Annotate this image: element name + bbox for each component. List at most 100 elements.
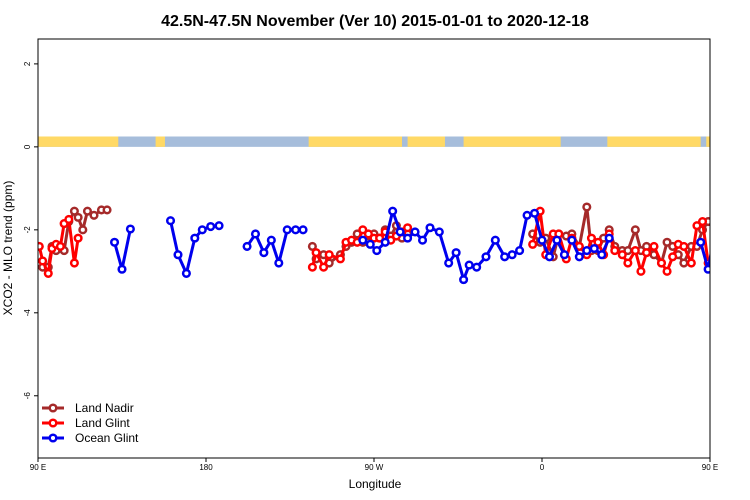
- land-nadir-point: [712, 208, 719, 215]
- ocean-glint-point: [507, 250, 517, 260]
- land-nadir-point: [582, 202, 592, 212]
- ocean-glint-line: [113, 228, 132, 271]
- land-glint-point: [55, 241, 65, 251]
- legend-land-nadir-label: Land Nadir: [75, 401, 134, 415]
- land-glint-point: [375, 233, 385, 243]
- ocean-glint-point: [574, 252, 584, 262]
- plot-frame: [37, 38, 711, 459]
- land-nadir-point: [725, 208, 732, 215]
- ocean-glint-point: [703, 264, 710, 274]
- land-glint-point: [358, 225, 368, 235]
- land-glint-point: [403, 223, 413, 233]
- x-tick-label: 90 E: [30, 463, 46, 472]
- ocean-glint-point: [250, 229, 261, 239]
- legend-land-nadir-marker: [48, 403, 58, 413]
- ocean-glint-line: [699, 241, 710, 271]
- land-glint-point: [662, 266, 672, 276]
- land-glint-point: [593, 237, 603, 247]
- ocean-glint-point: [529, 208, 540, 218]
- series-layer: [38, 202, 750, 285]
- land-glint-point: [697, 216, 708, 227]
- land-nadir-point: [73, 212, 83, 222]
- y-tick-label: -2: [23, 226, 32, 234]
- ocean-glint-point: [395, 227, 405, 237]
- land-band-segment: [407, 136, 445, 147]
- ocean-glint-point: [417, 235, 428, 245]
- land-glint-point: [686, 258, 696, 268]
- ocean-glint-point: [738, 270, 745, 277]
- land-nadir-point: [662, 237, 672, 247]
- ocean-glint-point: [242, 241, 252, 251]
- land-nadir-point: [82, 206, 93, 216]
- land-glint-point: [38, 256, 48, 266]
- ocean-glint-point: [181, 268, 191, 278]
- ocean-glint-point: [197, 225, 207, 235]
- land-nadir-point: [307, 241, 317, 251]
- ocean-glint-point: [522, 210, 532, 220]
- ocean-glint-point: [500, 252, 510, 262]
- land-band-segment: [706, 136, 710, 147]
- ocean-glint-point: [515, 246, 525, 256]
- ocean-glint-point: [372, 246, 382, 256]
- ocean-glint-point: [266, 235, 276, 245]
- ocean-glint-point: [291, 225, 301, 235]
- ocean-glint-point: [388, 206, 398, 216]
- land-glint-point: [307, 262, 317, 272]
- land-nadir-point: [679, 258, 689, 268]
- x-tick-label: 90 W: [365, 463, 384, 472]
- land-nadir-point: [89, 210, 99, 220]
- land-nadir-point: [718, 227, 725, 234]
- legend-land-glint-marker: [48, 418, 58, 428]
- land-glint-point: [38, 241, 44, 251]
- ocean-glint-point: [109, 237, 120, 247]
- ocean-glint-point: [582, 246, 592, 256]
- ocean-glint-point: [117, 264, 127, 274]
- land-band-segment: [463, 136, 561, 147]
- land-glint-point: [617, 250, 627, 260]
- land-band-segment: [155, 136, 165, 147]
- y-tick-label: -6: [23, 392, 32, 400]
- ocean-glint-point: [259, 248, 269, 258]
- land-band-segment: [607, 136, 701, 147]
- x-axis-label: Longitude: [349, 477, 402, 491]
- y-tick-label: -4: [23, 309, 32, 317]
- ocean-glint-point: [552, 235, 562, 245]
- ocean-glint-point: [537, 235, 547, 245]
- land-glint-point: [641, 248, 652, 258]
- chart-title: 42.5N-47.5N November (Ver 10) 2015-01-01…: [161, 13, 589, 30]
- legend-ocean-glint-marker: [48, 433, 58, 443]
- ocean-glint-point: [597, 250, 607, 260]
- ocean-glint-point: [544, 252, 555, 262]
- land-mask-band: [38, 136, 710, 147]
- ocean-glint-point: [425, 223, 435, 233]
- ocean-glint-point: [173, 250, 183, 260]
- ocean-glint-point: [567, 235, 577, 245]
- land-nadir-point: [744, 207, 750, 214]
- ocean-glint-point: [451, 248, 461, 258]
- land-nadir-point: [731, 212, 738, 219]
- ocean-glint-point: [434, 227, 444, 237]
- land-glint-point: [656, 258, 667, 268]
- land-band-segment: [38, 136, 119, 147]
- land-glint-point: [319, 262, 329, 272]
- ocean-glint-point: [481, 252, 491, 262]
- land-glint-point: [335, 254, 345, 264]
- land-glint-point: [311, 248, 321, 258]
- land-glint-point: [64, 214, 74, 225]
- land-nadir-point: [69, 206, 79, 216]
- ocean-glint-point: [720, 217, 727, 224]
- ocean-glint-point: [403, 233, 413, 243]
- land-glint-point: [692, 221, 702, 231]
- x-tick-label: 180: [199, 463, 213, 472]
- y-tick-label: 0: [23, 144, 32, 149]
- x-tick-label: 90 E: [702, 463, 718, 472]
- ocean-glint-point: [712, 226, 719, 233]
- legend-ocean-glint-label: Ocean Glint: [75, 431, 139, 445]
- land-glint-point: [73, 233, 83, 243]
- ocean-glint-point: [358, 235, 368, 245]
- land-glint-point: [630, 246, 640, 256]
- ocean-glint-point: [365, 239, 375, 249]
- land-glint-point: [69, 258, 79, 268]
- land-nadir-point: [737, 207, 744, 214]
